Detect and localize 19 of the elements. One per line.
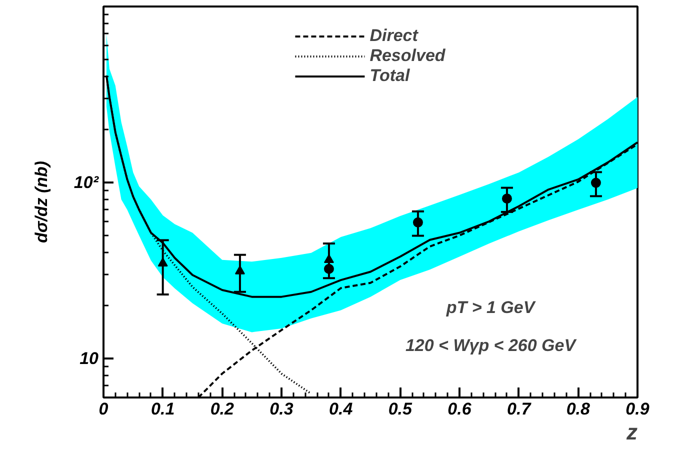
x-tick-label: 0.6 — [448, 400, 472, 418]
legend-label: Resolved — [370, 46, 446, 66]
y-axis-title: dσ/dz (nb) — [32, 160, 51, 244]
x-tick-label: 0 — [98, 400, 109, 418]
x-tick-label: 0.5 — [388, 400, 413, 418]
y-tick-label: 10² — [74, 172, 100, 192]
annotation: pT > 1 GeV — [445, 298, 536, 317]
x-tick-label: 0.3 — [270, 400, 294, 418]
legend-label: Total — [370, 66, 410, 86]
x-axis-title: z — [626, 420, 638, 444]
x-tick-label: 0.2 — [210, 400, 235, 418]
annotation: 120 < Wγp < 260 GeV — [405, 336, 578, 355]
x-tick-label: 0.4 — [329, 400, 354, 418]
x-tick-label: 0.8 — [566, 400, 591, 418]
y-tick-label: 10 — [80, 348, 100, 368]
legend-label: Direct — [370, 26, 418, 46]
x-tick-label: 0.7 — [507, 400, 532, 418]
x-tick-label: 0.1 — [151, 400, 175, 418]
x-tick-label: 0.9 — [626, 400, 650, 418]
